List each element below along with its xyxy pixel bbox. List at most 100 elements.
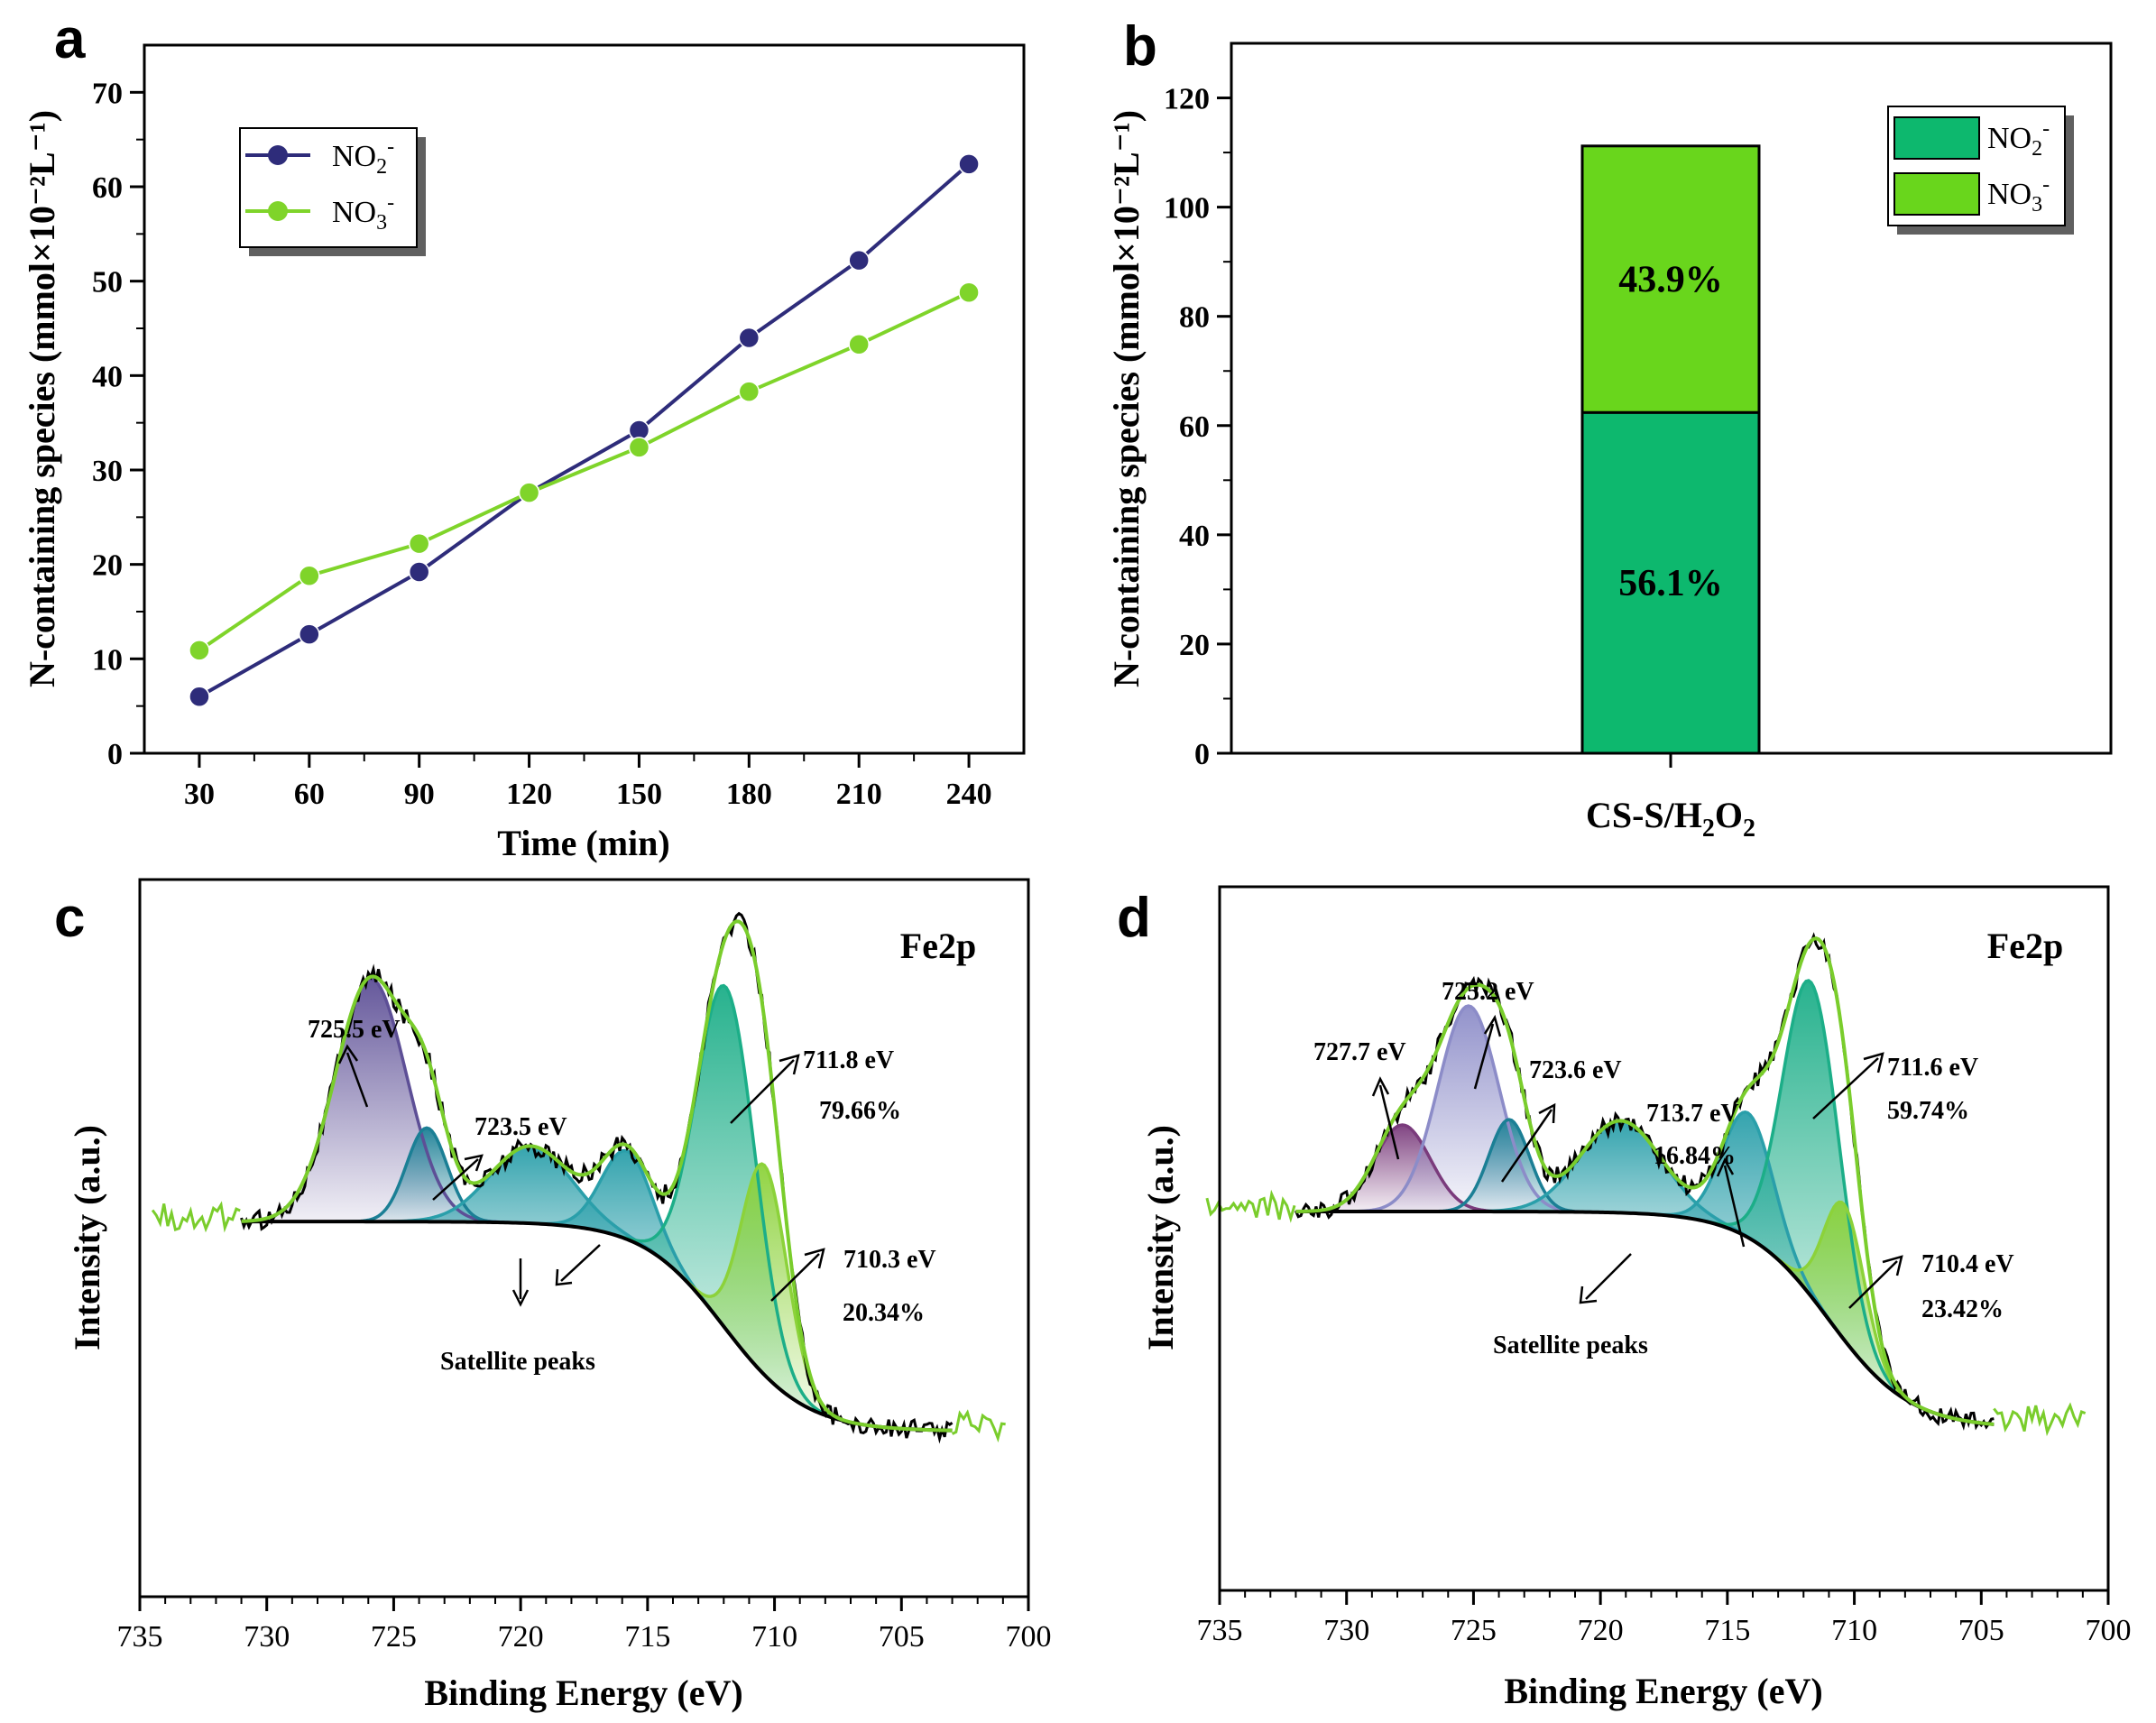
y-tick-label-a: 60 [92,171,123,205]
arrow-7104-d [1848,1260,1898,1309]
raw-tail-left [151,1201,241,1233]
y-axis-title-c: Intensity (a.u.) [67,1125,107,1350]
raw-tail-right [1993,1402,2087,1437]
x-tick-label: 725 [1451,1614,1497,1647]
arrowhead-7236-d [1538,1102,1556,1124]
arrowhead-sat1-c [511,1289,530,1307]
ann-satellite-c: Satellite peaks [440,1348,595,1376]
x-axis-title-c: Binding Energy (eV) [424,1672,742,1713]
y-tick-label-a: 70 [92,77,123,110]
x-tick-label: 715 [1704,1614,1750,1647]
x-tick-label: 725 [371,1620,417,1654]
x-tick-label: 720 [498,1620,544,1654]
x-tick-label: 705 [1958,1614,2004,1647]
y-tick-label-a: 10 [92,643,123,677]
bar-label-no3: 43.9% [1618,260,1723,301]
bar-segment-no3 [1580,144,1761,414]
y-tick-label-a: 40 [92,360,123,393]
ann-7277-d: 727.7 eV [1313,1038,1406,1066]
x-axis-title-d: Binding Energy (eV) [1504,1671,1822,1711]
panel-c: c 735 730 725 720 715 710 705 700 Fe2p Binding … [54,878,1052,1713]
series-lines-a [198,162,971,698]
x-tick-label-a: 240 [946,778,992,811]
point-no2 [848,249,870,272]
x-tick-label: 705 [879,1620,925,1654]
arrow-7236-d [1500,1109,1553,1183]
x-tick-label: 720 [1578,1614,1624,1647]
x-axis-d: 735 730 725 720 715 710 705 700 [1197,1590,2132,1647]
ann-7966-c: 79.66% [819,1097,901,1125]
y-tick-label-a: 30 [92,455,123,488]
ann-7104-d: 710.4 eV [1921,1250,2014,1278]
y-tick-label-b: 100 [1164,192,1210,226]
arrowhead-7277-d [1371,1076,1390,1097]
arrow-sat-d [1585,1253,1632,1300]
arrowhead-7235-c [464,1154,484,1172]
annotations-d [1371,1014,1903,1309]
panel-label-c: c [54,887,85,949]
plot-frame-c [138,878,1030,1599]
element-label-c: Fe2p [900,926,976,966]
y-axis-title-d: Intensity (a.u.) [1140,1125,1181,1350]
y-tick-label-a: 0 [107,738,123,771]
x-tick-label: 735 [117,1620,163,1654]
legend-marker-no3-a [268,201,288,221]
x-tick-label-a: 150 [616,778,662,811]
legend-b: NO2- NO3- [1887,106,2074,235]
point-no2 [738,327,760,349]
fit-lines-d [1205,932,2087,1437]
x-axis-a: 30 60 90 120 150 180 210 240 [184,753,992,811]
peak-fill-6 [1753,1202,1936,1414]
point-no2 [189,686,210,707]
envelope-line [1295,936,1995,1426]
arrowhead-sat-d [1579,1285,1598,1304]
x-tick-label: 735 [1197,1614,1243,1647]
point-no3 [958,281,980,303]
ann-5974-d: 59.74% [1887,1097,1969,1125]
y-tick-label-b: 20 [1179,629,1210,662]
series-points-a [189,153,980,707]
point-no3 [518,482,540,503]
x-tick-label: 710 [1831,1614,1877,1647]
peak-fill-5 [662,1164,866,1425]
peak-fill-2 [1417,1119,1601,1212]
arrowhead-sat2-c [555,1268,573,1286]
peak-fill-0 [1295,1125,1527,1212]
ann-2342-d: 23.42% [1921,1295,2004,1323]
element-label-d: Fe2p [1987,926,2063,966]
y-tick-label-b: 80 [1179,301,1210,335]
point-no2 [408,561,430,583]
arrow-7277-d [1378,1084,1400,1160]
y-axis-title-a: N-containing species (mmol×10⁻²L⁻¹) [22,110,62,687]
y-axis-b: 0 20 40 60 80 100 120 [1164,83,1231,771]
point-no3 [628,437,650,458]
ann-2034-c: 20.34% [843,1299,925,1327]
arrow-sat2-c [560,1244,601,1282]
panel-label-b: b [1123,15,1157,78]
arrowhead-7255-c [337,1044,359,1064]
legend-box-a [239,127,418,248]
point-no3 [299,565,320,586]
arrow-7255-c [346,1052,369,1108]
arrow-7118-c [730,1059,795,1124]
y-tick-label-b: 60 [1179,410,1210,444]
stacked-bar-b: 56.1% 43.9% [1580,144,1761,755]
x-tick-label: 700 [1006,1620,1052,1654]
arrowhead-7252-d [1483,1014,1502,1037]
ann-7236-d: 723.6 eV [1529,1056,1622,1084]
peak-line-1 [1331,1004,1603,1214]
ann-satellite-d: Satellite peaks [1493,1331,1648,1359]
y-tick-label-b: 120 [1164,83,1210,116]
panel-label-d: d [1117,887,1151,949]
arrow-7235-c [432,1158,479,1201]
ann-7235-c: 723.5 eV [475,1113,567,1141]
plot-frame-d [1218,885,2110,1592]
x-tick-label-a: 60 [294,778,325,811]
point-no2 [958,153,980,175]
y-axis-a: 0 10 20 30 40 50 60 70 [92,77,144,771]
ann-7103-c: 710.3 eV [843,1246,936,1274]
envelope-line [241,919,953,1433]
arrowhead-7118-c [779,1054,800,1075]
peak-fill-5 [1686,981,1936,1414]
panel-label-a: a [54,8,86,70]
